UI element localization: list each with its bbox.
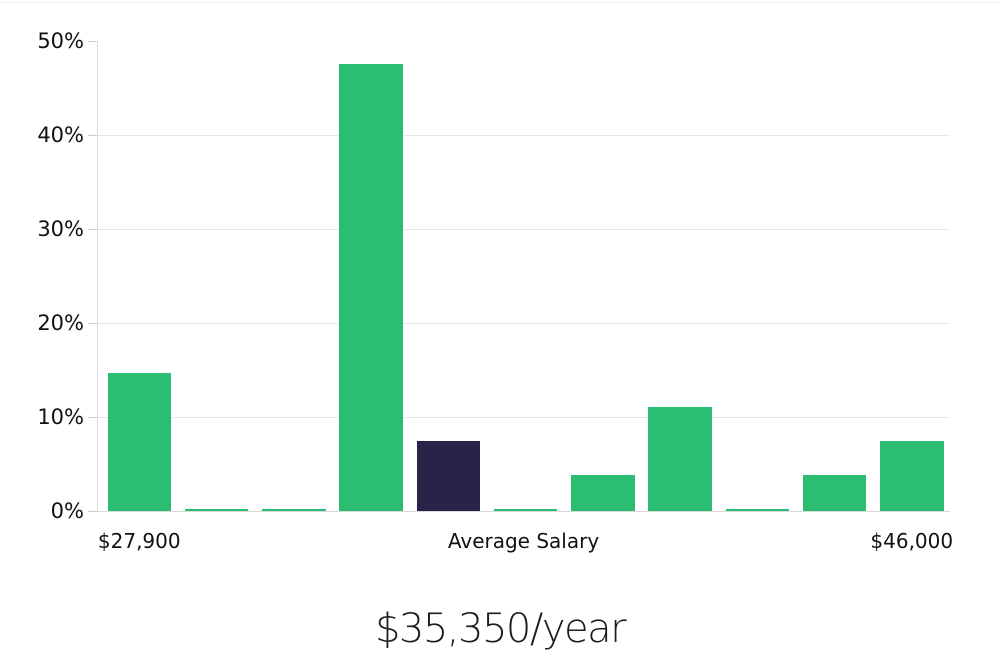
ytick-mark-20%: [88, 323, 97, 324]
ytick-label-0%: 0%: [50, 499, 84, 523]
bar-9: [802, 475, 867, 511]
ytick-label-50%: 50%: [37, 29, 84, 53]
y-axis-line: [97, 41, 98, 511]
gridline-20%: [97, 323, 950, 324]
ytick-mark-30%: [88, 229, 97, 230]
ytick-label-20%: 20%: [37, 311, 84, 335]
ytick-mark-50%: [88, 41, 97, 42]
bar-3: [339, 63, 403, 511]
salary-histogram-chart: 0% 10% 20% 30% 40% 50% $27,900 Average Salary $…: [37, 29, 954, 553]
bar-0: [107, 372, 171, 511]
bar-6: [571, 475, 635, 511]
gridline-40%: [97, 135, 950, 136]
bar-4-average-highlight: [416, 441, 480, 511]
xtick-label-1: Average Salary: [447, 529, 600, 553]
ytick-label-40%: 40%: [37, 123, 84, 147]
ytick-mark-10%: [88, 417, 97, 418]
xtick-label-2: $46,000: [870, 529, 954, 553]
ytick-label-30%: 30%: [37, 217, 84, 241]
gridline-10%: [97, 417, 950, 418]
bar-2: [262, 509, 326, 511]
bar-5: [493, 509, 558, 511]
ytick-label-10%: 10%: [37, 405, 84, 429]
average-salary-title: $35,350/year: [374, 606, 627, 652]
top-border-line: [0, 2, 1000, 3]
ytick-mark-40%: [88, 135, 97, 136]
bar-7: [648, 406, 712, 511]
xtick-label-0: $27,900: [97, 529, 181, 553]
x-axis-baseline: [97, 511, 950, 512]
bar-10: [880, 441, 944, 511]
bar-8: [725, 509, 789, 511]
bar-1: [184, 509, 249, 511]
gridline-30%: [97, 229, 950, 230]
ytick-mark-0%: [88, 511, 97, 512]
